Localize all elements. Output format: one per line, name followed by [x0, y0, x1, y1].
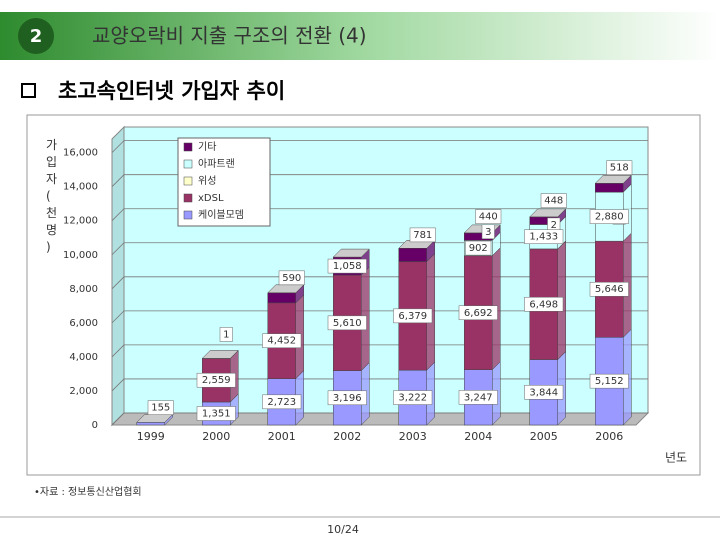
bar-segment — [595, 183, 623, 192]
y-tick-label: 16,000 — [63, 148, 98, 159]
value-label: 440 — [479, 212, 498, 223]
value-label: 5,152 — [595, 376, 624, 387]
value-label: 6,692 — [464, 308, 493, 319]
x-tick-label: 2005 — [530, 430, 558, 443]
x-tick-label: 1999 — [137, 430, 165, 443]
legend-label: xDSL — [198, 193, 224, 204]
bar-segment — [137, 422, 165, 425]
x-tick-label: 2002 — [333, 430, 361, 443]
value-label: 1,351 — [202, 409, 231, 420]
legend-swatch — [184, 211, 192, 219]
subtitle: 초고속인터넷 가입자 추이 — [58, 79, 285, 103]
value-label: 518 — [610, 163, 629, 174]
x-tick-label: 2006 — [595, 430, 623, 443]
value-label: 1,433 — [529, 232, 558, 243]
y-tick-label: 0 — [92, 420, 98, 431]
value-label: 448 — [544, 196, 563, 207]
legend-swatch — [184, 177, 192, 185]
value-label: 4,452 — [267, 336, 296, 347]
legend-label: 위성 — [198, 174, 216, 187]
legend-label: 케이블모뎀 — [198, 209, 244, 221]
y-tick-label: 12,000 — [63, 216, 98, 227]
value-label: 3,196 — [333, 393, 362, 404]
value-label: 1,058 — [333, 261, 362, 272]
floor — [112, 413, 648, 425]
value-label: 781 — [413, 230, 432, 241]
bar-segment — [399, 248, 427, 261]
x-tick-label: 2004 — [464, 430, 492, 443]
value-label: 2,559 — [202, 375, 231, 386]
y-tick-label: 14,000 — [63, 182, 98, 193]
y-tick-label: 6,000 — [69, 318, 98, 329]
legend-label: 기타 — [198, 141, 216, 153]
legend-swatch — [184, 194, 192, 202]
value-label: 6,498 — [529, 299, 558, 310]
value-label: 3,222 — [398, 393, 427, 404]
y-tick-label: 2,000 — [69, 386, 98, 397]
page-number: 10/24 — [327, 523, 359, 536]
value-label: 5,610 — [333, 318, 362, 329]
y-tick-label: 4,000 — [69, 352, 98, 363]
value-label: 590 — [282, 273, 301, 284]
value-label: 3,844 — [529, 387, 558, 398]
x-tick-label: 2003 — [399, 430, 427, 443]
x-axis-label: 년도 — [665, 451, 687, 465]
x-tick-label: 2000 — [202, 430, 230, 443]
bar-segment — [268, 293, 296, 303]
value-label: 2 — [551, 220, 557, 231]
y-tick-label: 8,000 — [69, 284, 98, 295]
value-label: 5,646 — [595, 284, 624, 295]
legend-swatch — [184, 143, 192, 151]
y-tick-label: 10,000 — [63, 250, 98, 261]
value-label: 2,723 — [267, 397, 296, 408]
slide-title: 교양오락비 지출 구조의 전환 (4) — [92, 24, 367, 48]
value-label: 902 — [469, 243, 488, 254]
legend-swatch — [184, 160, 192, 168]
value-label: 1 — [223, 329, 229, 340]
value-label: 3,247 — [464, 392, 493, 403]
legend-label: 아파트랜 — [198, 158, 235, 170]
value-label: 155 — [151, 403, 170, 414]
source: •자료 : 정보통신산업협회 — [34, 485, 142, 498]
value-label: 3 — [485, 227, 491, 238]
value-label: 2,880 — [595, 212, 624, 223]
value-label: 6,379 — [398, 311, 427, 322]
slide-number: 2 — [30, 26, 43, 47]
x-tick-label: 2001 — [268, 430, 296, 443]
